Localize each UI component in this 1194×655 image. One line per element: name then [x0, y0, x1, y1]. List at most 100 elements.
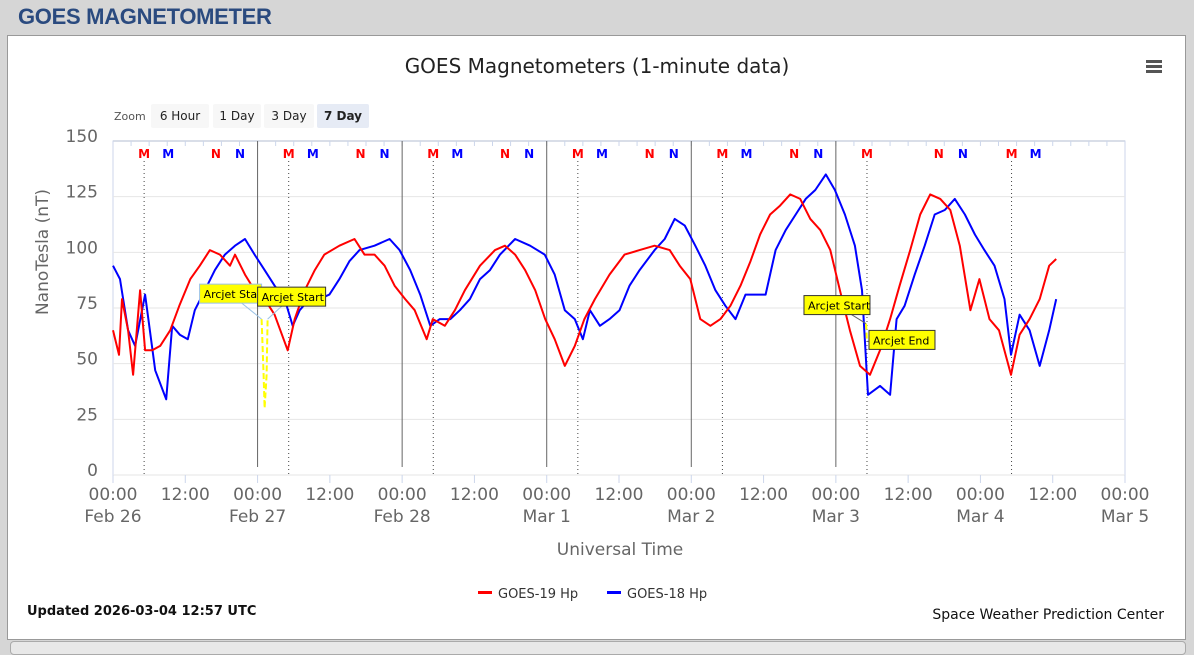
chart-title: GOES Magnetometers (1-minute data) [405, 54, 790, 78]
marker-n-goes-18: N [813, 147, 823, 161]
zoom-button-bg [317, 104, 369, 128]
x-axis-label: Universal Time [557, 540, 683, 560]
series-group [112, 173, 1058, 409]
marker-m-goes-18: M [596, 147, 608, 161]
x-tick-time: 00:00 [667, 485, 716, 505]
annotation-text: Arcjet Start [808, 300, 871, 313]
zoom-button-6-hour[interactable]: 6 Hour [151, 104, 209, 128]
updated-timestamp: Updated 2026-03-04 12:57 UTC [27, 604, 256, 619]
x-tick-time: 12:00 [450, 485, 499, 505]
x-tick-time: 12:00 [595, 485, 644, 505]
annotation-arcjet-start: Arcjet Start [199, 283, 267, 320]
marker-n-goes-18: N [524, 147, 534, 161]
zoom-label: Zoom [114, 110, 146, 123]
x-tick-date: Mar 1 [523, 507, 571, 527]
marker-n-goes-18: N [669, 147, 679, 161]
legend-item-goes19[interactable]: GOES-19 Hp [478, 587, 578, 602]
marker-m-goes-18: M [1030, 147, 1042, 161]
marker-m-goes-19: M [716, 147, 728, 161]
legend-label-goes18: GOES-18 Hp [627, 587, 707, 602]
x-tick-time: 00:00 [89, 485, 138, 505]
marker-m-goes-18: M [307, 147, 319, 161]
grid [112, 140, 1126, 476]
x-tick-date: Feb 28 [374, 507, 431, 527]
zoom-button-3-day[interactable]: 3 Day [264, 104, 314, 128]
legend-swatch-goes19 [478, 591, 492, 594]
x-tick-date: Mar 5 [1101, 507, 1149, 527]
legend-item-goes18[interactable]: GOES-18 Hp [607, 587, 707, 602]
marker-n-goes-19: N [211, 147, 221, 161]
y-tick-label: 50 [76, 350, 98, 370]
x-tick-time: 00:00 [811, 485, 860, 505]
marker-n-goes-19: N [500, 147, 510, 161]
marker-m-goes-18: M [741, 147, 753, 161]
x-tick-time: 00:00 [956, 485, 1005, 505]
annotation-arcjet-start: Arcjet Start [257, 286, 327, 320]
x-tick-date: Feb 26 [84, 507, 141, 527]
x-tick-date: Feb 27 [229, 507, 286, 527]
x-tick-date: Mar 4 [956, 507, 1004, 527]
marker-n-goes-19: N [355, 147, 365, 161]
annotation-box [803, 295, 871, 316]
annotation-arcjet-start: Arcjet Start [803, 295, 871, 325]
annotation-arcjet-end: Arcjet End [866, 329, 936, 350]
marker-m-goes-18: M [451, 147, 463, 161]
y-tick-label: 100 [66, 238, 98, 258]
annotation-text: Arcjet Start [204, 288, 267, 301]
page-header: GOES MAGNETOMETER [18, 4, 272, 29]
y-axis-label: NanoTesla (nT) [33, 189, 53, 315]
arcjet-segment [865, 323, 868, 342]
x-tick-date: Mar 2 [667, 507, 715, 527]
marker-n-goes-18: N [380, 147, 390, 161]
credit-text: Space Weather Prediction Center [932, 607, 1164, 623]
y-tick-label: 125 [66, 183, 98, 203]
marker-n-goes-19: N [789, 147, 799, 161]
marker-m-goes-19: M [283, 147, 295, 161]
zoom-button-label: 6 Hour [160, 109, 200, 123]
mn-markers: M M M M M M MM M M M M MN N N N N NN N N N N N [138, 147, 1041, 161]
annotation-text: Arcjet Start [262, 291, 325, 304]
legend-swatch-goes18 [607, 591, 621, 594]
marker-n-goes-18: N [235, 147, 245, 161]
legend-label-goes19: GOES-19 Hp [498, 587, 578, 602]
x-tick-time: 12:00 [884, 485, 933, 505]
series-line-goes-19-hp [112, 193, 1057, 376]
hamburger-menu-icon[interactable] [1146, 60, 1162, 74]
zoom-buttons: 6 Hour 1 Day 3 Day 7 Day [151, 104, 369, 128]
x-tick-date: Mar 3 [812, 507, 860, 527]
y-tick-label: 150 [66, 127, 98, 147]
zoom-button-label: 3 Day [271, 109, 306, 123]
x-tick-time: 00:00 [522, 485, 571, 505]
marker-m-goes-19: M [138, 147, 150, 161]
marker-m-goes-19: M [427, 147, 439, 161]
y-tick-label: 0 [87, 461, 98, 481]
x-tick-time: 00:00 [233, 485, 282, 505]
annotation-box [868, 329, 936, 350]
marker-n-goes-19: N [645, 147, 655, 161]
x-tick-time: 12:00 [305, 485, 354, 505]
marker-m-goes-19: M [1006, 147, 1018, 161]
marker-n-goes-19: N [934, 147, 944, 161]
y-tick-label: 25 [76, 405, 98, 425]
zoom-button-7-day[interactable]: 7 Day [317, 104, 369, 128]
x-tick-time: 12:00 [161, 485, 210, 505]
annotation-text: Arcjet End [873, 334, 929, 347]
y-axis-ticks: 0 25 50 75 100 125 150 [66, 127, 98, 481]
zoom-button-1-day[interactable]: 1 Day [213, 104, 261, 128]
zoom-button-label: 1 Day [219, 109, 254, 123]
zoom-button-label: 7 Day [324, 109, 362, 123]
x-tick-time: 00:00 [378, 485, 427, 505]
zoom-button-bg [213, 104, 261, 128]
chart-panel [7, 35, 1186, 640]
zoom-button-bg [151, 104, 209, 128]
x-tick-time: 12:00 [1028, 485, 1077, 505]
x-tick-time: 12:00 [739, 485, 788, 505]
marker-m-goes-19: M [861, 147, 873, 161]
annotation-box [257, 286, 327, 307]
marker-m-goes-19: M [572, 147, 584, 161]
marker-n-goes-18: N [958, 147, 968, 161]
x-tick-time: 00:00 [1101, 485, 1150, 505]
